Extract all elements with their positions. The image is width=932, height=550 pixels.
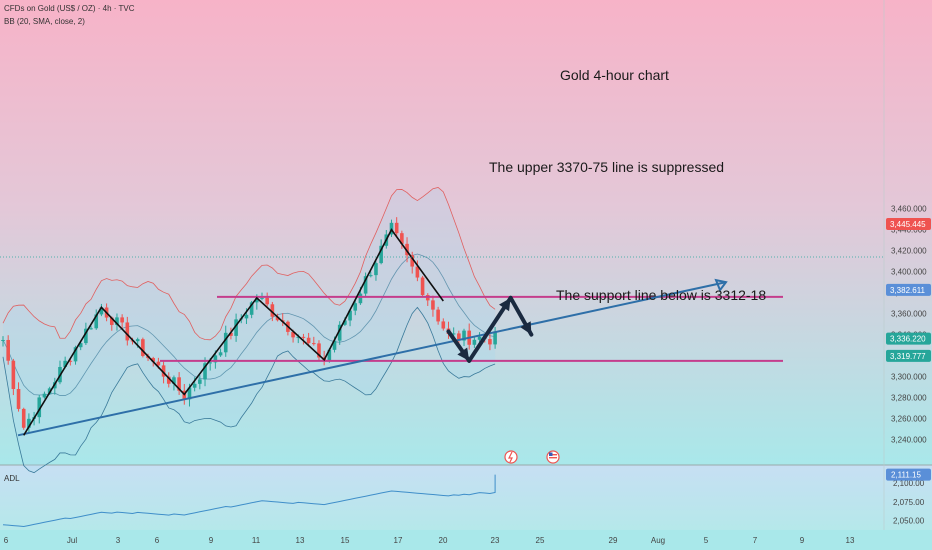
time-tick-label: 7 <box>753 536 758 545</box>
time-tick-label: 13 <box>296 536 305 545</box>
price-badge-label: 3,382.611 <box>890 286 926 295</box>
time-tick-label: 11 <box>252 536 261 545</box>
adl-legend[interactable]: ADL <box>4 474 20 483</box>
candle-body <box>359 294 363 304</box>
candle-body <box>141 339 145 356</box>
annotation-resistance: The upper 3370-75 line is suppressed <box>489 159 724 175</box>
candle-body <box>395 223 399 233</box>
candle-body <box>431 300 435 309</box>
candle-body <box>89 328 93 329</box>
candle-body <box>1 340 5 341</box>
price-tick-label: 3,400.000 <box>891 268 927 277</box>
time-tick-label: 25 <box>536 536 545 545</box>
adl-pane-background <box>0 465 932 530</box>
candle-body <box>442 321 446 328</box>
adl-tick-label: 2,050.00 <box>893 517 925 526</box>
candle-body <box>43 394 47 398</box>
price-tick-label: 3,460.000 <box>891 205 927 214</box>
candle-body <box>193 384 197 388</box>
time-tick-label: 5 <box>704 536 709 545</box>
candle-body <box>488 339 492 344</box>
symbol-title[interactable]: CFDs on Gold (US$ / OZ) · 4h · TVC <box>4 4 135 13</box>
candle-body <box>369 275 373 276</box>
price-pane-background <box>0 0 932 465</box>
candle-body <box>6 340 10 361</box>
candle-body <box>421 278 425 296</box>
candle-body <box>136 339 140 341</box>
price-badge-label: 3,445.445 <box>890 220 926 229</box>
candle-body <box>12 361 16 389</box>
candle-body <box>374 263 378 275</box>
adl-value-label: 2,111.15 <box>891 471 922 480</box>
candle-body <box>265 298 269 304</box>
indicator-legend[interactable]: BB (20, SMA, close, 2) <box>4 17 85 26</box>
price-badge-label: 3,319.777 <box>890 352 926 361</box>
candle-body <box>260 298 264 299</box>
time-tick-label: 20 <box>439 536 448 545</box>
candle-body <box>473 340 477 345</box>
us-flag-stripes-2 <box>549 457 557 458</box>
candle-body <box>245 315 249 319</box>
time-tick-label: 13 <box>846 536 855 545</box>
candle-body <box>436 310 440 322</box>
time-tick-label: Jul <box>67 536 77 545</box>
candle-body <box>198 379 202 383</box>
time-tick-label: 17 <box>394 536 403 545</box>
candle-body <box>22 409 26 428</box>
annotation-support: The support line below is 3312-18 <box>556 287 766 303</box>
time-tick-label: Aug <box>651 536 665 545</box>
adl-tick-label: 2,075.00 <box>893 498 925 507</box>
candle-body <box>120 317 124 322</box>
time-tick-label: 23 <box>491 536 500 545</box>
candle-body <box>17 389 21 409</box>
candle-body <box>312 343 316 344</box>
us-flag-canton <box>549 453 553 457</box>
price-tick-label: 3,280.000 <box>891 394 927 403</box>
chart-title: Gold 4-hour chart <box>560 67 669 83</box>
price-tick-label: 3,240.000 <box>891 436 927 445</box>
candle-body <box>307 338 311 343</box>
price-tick-label: 3,300.000 <box>891 373 927 382</box>
price-tick-label: 3,420.000 <box>891 247 927 256</box>
price-tick-label: 3,360.000 <box>891 310 927 319</box>
time-tick-label: 6 <box>4 536 9 545</box>
candle-body <box>126 322 130 340</box>
candle-body <box>219 352 223 355</box>
time-axis-background <box>0 530 932 550</box>
price-tick-label: 3,260.000 <box>891 415 927 424</box>
candle-body <box>353 303 357 310</box>
time-tick-label: 6 <box>155 536 160 545</box>
time-tick-label: 15 <box>341 536 350 545</box>
price-badge-label: 3,336.220 <box>890 335 926 344</box>
candle-body <box>478 337 482 340</box>
time-tick-label: 9 <box>209 536 214 545</box>
time-tick-label: 29 <box>609 536 618 545</box>
candle-body <box>224 333 228 352</box>
time-tick-label: 3 <box>116 536 121 545</box>
candle-body <box>302 337 306 338</box>
time-tick-label: 9 <box>800 536 805 545</box>
